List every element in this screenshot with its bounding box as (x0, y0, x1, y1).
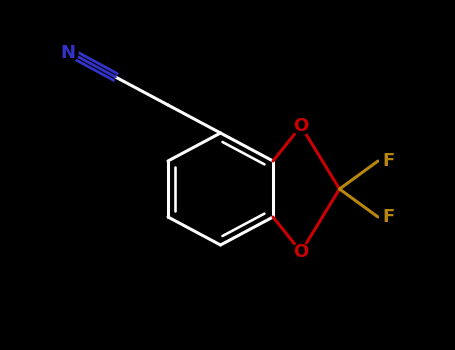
Text: F: F (382, 208, 394, 226)
Circle shape (292, 117, 310, 135)
Circle shape (380, 152, 397, 170)
Circle shape (58, 43, 78, 62)
Text: F: F (382, 152, 394, 170)
Text: O: O (293, 243, 308, 261)
Text: O: O (293, 117, 308, 135)
Circle shape (292, 243, 310, 261)
Text: N: N (61, 43, 76, 62)
Circle shape (380, 208, 397, 226)
